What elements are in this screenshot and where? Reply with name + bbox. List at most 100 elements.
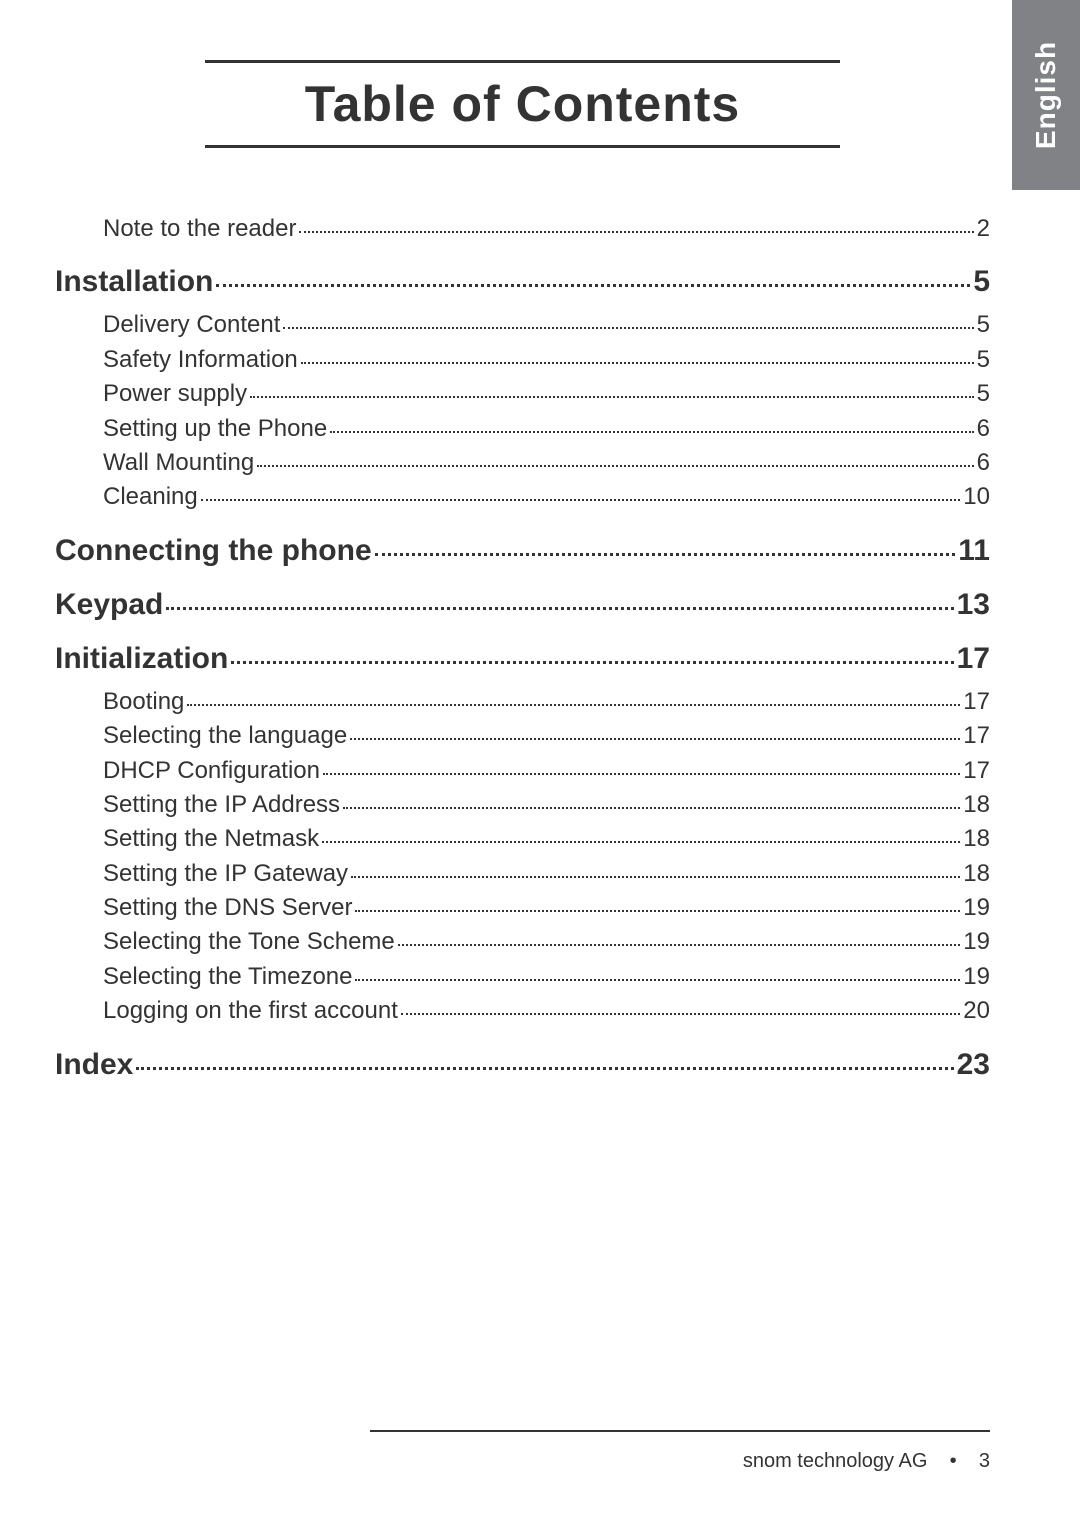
toc-sub-entry: Selecting the Timezone 19	[55, 961, 990, 993]
toc-page: 19	[963, 961, 990, 993]
toc-sub-entry: Logging on the first account 20	[55, 995, 990, 1027]
toc-page: 18	[963, 858, 990, 890]
toc-label: Delivery Content	[103, 309, 280, 341]
toc-sub-entry: Delivery Content 5	[55, 309, 990, 341]
toc-dots	[187, 704, 960, 706]
toc-page: 5	[977, 344, 990, 376]
toc-label: Index	[55, 1048, 133, 1082]
toc-sub-entry: Selecting the Tone Scheme 19	[55, 926, 990, 958]
toc-label: Setting up the Phone	[103, 413, 327, 445]
footer-separator: •	[950, 1450, 957, 1472]
toc-dots	[401, 1013, 960, 1015]
toc-dots	[136, 1067, 953, 1070]
toc-dots	[322, 841, 960, 843]
toc-dots	[216, 284, 970, 287]
toc-dots	[355, 979, 960, 981]
toc-label: Safety Information	[103, 344, 298, 376]
toc-sub-entry: Power supply 5	[55, 378, 990, 410]
toc-dots	[250, 396, 974, 398]
toc-sub-entry: DHCP Configuration 17	[55, 755, 990, 787]
title-block: Table of Contents	[55, 60, 990, 148]
toc-label: Keypad	[55, 588, 163, 622]
toc-page: 20	[963, 995, 990, 1027]
toc-sub-entry: Safety Information 5	[55, 344, 990, 376]
toc-section-heading: Keypad 13	[55, 588, 990, 622]
toc-dots	[330, 431, 973, 433]
toc-sub-entry: Setting the IP Gateway 18	[55, 858, 990, 890]
toc-page: 5	[973, 265, 990, 299]
toc-sub-entry: Setting the Netmask 18	[55, 823, 990, 855]
toc-dots	[375, 553, 956, 556]
toc-page: 17	[963, 720, 990, 752]
toc-page: 17	[963, 755, 990, 787]
toc-dots	[299, 231, 973, 233]
toc-dots	[323, 773, 960, 775]
toc-page: 19	[963, 926, 990, 958]
toc-label: Selecting the language	[103, 720, 347, 752]
toc-dots	[301, 362, 974, 364]
toc-page: 17	[963, 686, 990, 718]
toc-page: 5	[977, 378, 990, 410]
toc-section-heading: Connecting the phone 11	[55, 534, 990, 568]
toc-label: Booting	[103, 686, 184, 718]
toc-sub-entry: Selecting the language 17	[55, 720, 990, 752]
toc-page: 19	[963, 892, 990, 924]
page-title: Table of Contents	[205, 63, 840, 145]
toc-label: Initialization	[55, 642, 228, 676]
toc-page: 6	[977, 447, 990, 479]
toc-label: Selecting the Tone Scheme	[103, 926, 395, 958]
toc-label: Logging on the first account	[103, 995, 398, 1027]
toc-sub-entry: Booting 17	[55, 686, 990, 718]
toc-sub-entry: Wall Mounting 6	[55, 447, 990, 479]
page-footer: snom technology AG • 3	[90, 1430, 990, 1473]
toc-sub-entry: Setting up the Phone 6	[55, 413, 990, 445]
toc-sub-entry: Setting the DNS Server 19	[55, 892, 990, 924]
toc-sub-entry: Setting the IP Address 18	[55, 789, 990, 821]
toc-page: 5	[977, 309, 990, 341]
toc-dots	[166, 607, 953, 610]
toc-dots	[350, 738, 960, 740]
toc-sub-entry: Cleaning 10	[55, 481, 990, 513]
toc-label: DHCP Configuration	[103, 755, 320, 787]
toc-page: 23	[957, 1048, 990, 1082]
toc-label: Setting the DNS Server	[103, 892, 352, 924]
toc-dots	[257, 465, 973, 467]
toc-label: Cleaning	[103, 481, 198, 513]
toc-label: Setting the IP Address	[103, 789, 340, 821]
toc-label: Setting the Netmask	[103, 823, 319, 855]
footer-page-number: 3	[979, 1450, 990, 1472]
toc-dots	[355, 910, 960, 912]
toc-page: 13	[957, 588, 990, 622]
toc-label: Setting the IP Gateway	[103, 858, 348, 890]
toc-dots	[231, 661, 953, 664]
toc-dots	[201, 499, 961, 501]
toc-page: 17	[957, 642, 990, 676]
toc-dots	[351, 876, 960, 878]
toc-section-heading: Initialization 17	[55, 642, 990, 676]
footer-text: snom technology AG • 3	[90, 1450, 990, 1473]
toc-label: Selecting the Timezone	[103, 961, 352, 993]
toc-label: Note to the reader	[103, 213, 296, 245]
toc-label: Installation	[55, 265, 213, 299]
language-tab-label: English	[1030, 41, 1062, 149]
toc-section-heading: Installation 5	[55, 265, 990, 299]
toc-page: 6	[977, 413, 990, 445]
toc-page: 11	[958, 534, 990, 568]
toc-page: 2	[977, 213, 990, 245]
toc-dots	[343, 807, 960, 809]
toc-dots	[283, 327, 973, 329]
toc-label: Power supply	[103, 378, 247, 410]
toc-dots	[398, 944, 961, 946]
toc-label: Wall Mounting	[103, 447, 254, 479]
toc-section-heading: Index 23	[55, 1048, 990, 1082]
toc-label: Connecting the phone	[55, 534, 372, 568]
footer-company: snom technology AG	[743, 1450, 928, 1472]
main-content: Table of Contents Note to the reader 2 I…	[0, 0, 1080, 1142]
footer-rule	[370, 1430, 990, 1432]
toc-sub-entry: Note to the reader 2	[55, 213, 990, 245]
toc-page: 18	[963, 789, 990, 821]
toc-page: 10	[963, 481, 990, 513]
title-rule-bottom	[205, 145, 840, 148]
toc-page: 18	[963, 823, 990, 855]
language-tab: English	[1012, 0, 1080, 190]
